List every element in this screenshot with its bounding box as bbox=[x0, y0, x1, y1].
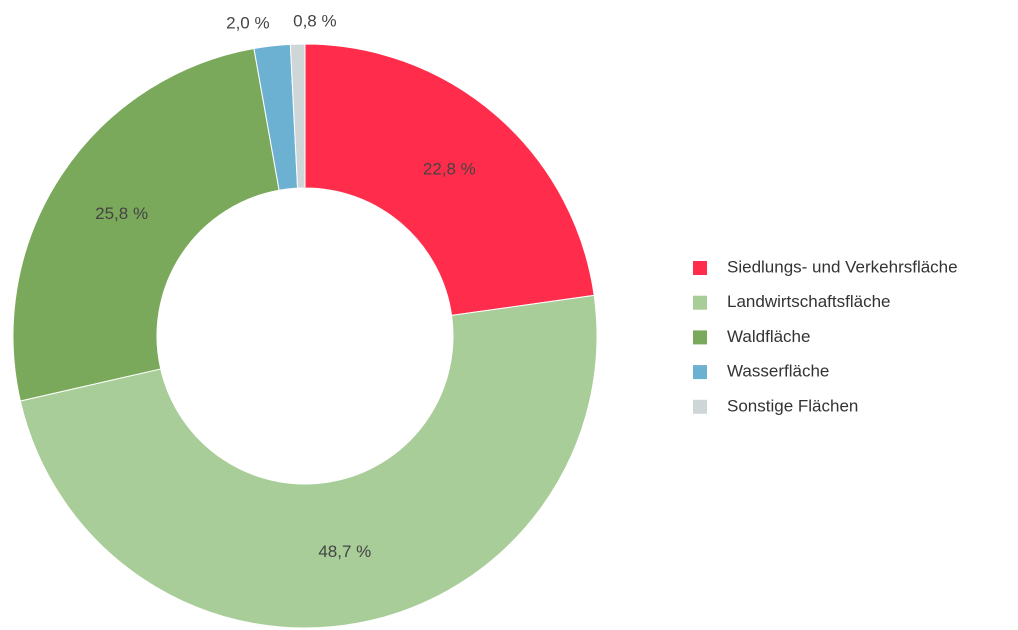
legend-label: Siedlungs- und Verkehrsfläche bbox=[727, 257, 958, 276]
value-label: 48,7 % bbox=[318, 542, 371, 561]
legend-label: Wasserfläche bbox=[727, 362, 829, 381]
legend-label: Landwirtschaftsfläche bbox=[727, 292, 890, 311]
legend-swatch bbox=[693, 399, 707, 414]
legend-swatch bbox=[693, 330, 707, 345]
legend-swatch bbox=[693, 295, 707, 310]
donut-slice bbox=[289, 43, 306, 189]
legend-swatch bbox=[693, 365, 707, 380]
donut-slice bbox=[304, 43, 595, 316]
value-label: 2,0 % bbox=[226, 13, 269, 32]
legend-label: Sonstige Flächen bbox=[727, 396, 858, 415]
legend-swatch bbox=[693, 261, 707, 275]
legend-label: Waldfläche bbox=[727, 327, 810, 346]
value-label: 22,8 % bbox=[423, 159, 476, 178]
value-label: 0,8 % bbox=[293, 12, 336, 31]
value-label: 25,8 % bbox=[95, 204, 148, 223]
donut-slice bbox=[19, 294, 598, 629]
donut-slice bbox=[12, 47, 280, 402]
